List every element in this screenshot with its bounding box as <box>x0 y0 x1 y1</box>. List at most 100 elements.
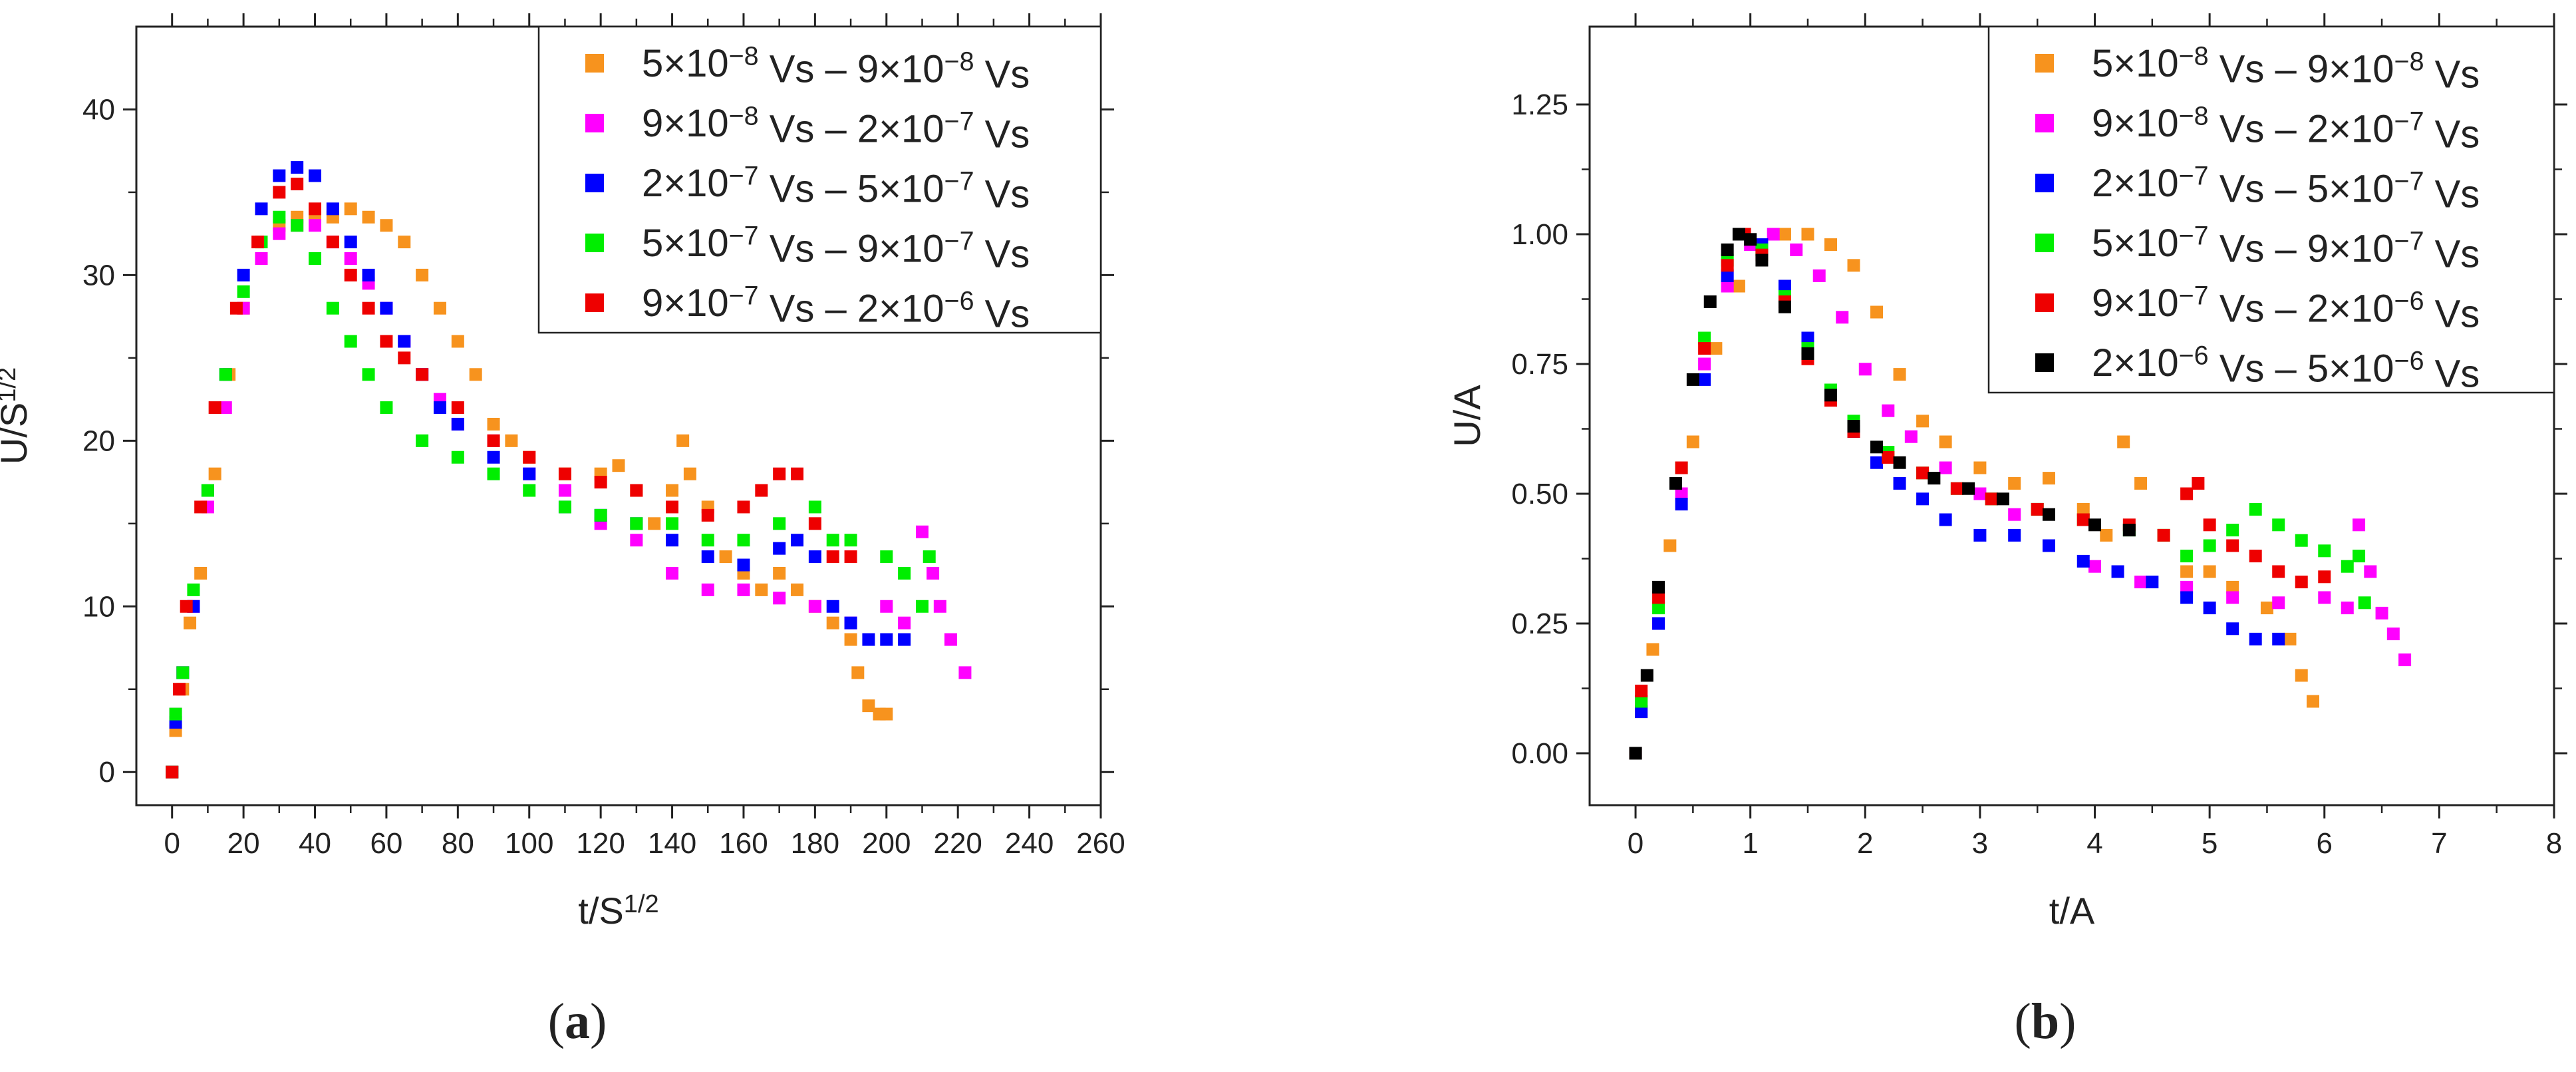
data-point <box>1973 487 1987 500</box>
data-point <box>1732 228 1745 241</box>
y-tick-label: 30 <box>82 259 115 291</box>
data-point <box>2249 502 2262 516</box>
data-point <box>1973 461 1987 474</box>
data-point <box>2157 528 2170 542</box>
data-point <box>1916 492 1930 506</box>
data-point <box>880 600 893 613</box>
data-point <box>1629 747 1642 760</box>
data-point <box>666 534 679 547</box>
data-point <box>2375 606 2388 620</box>
data-point <box>2008 508 2021 521</box>
data-point <box>326 236 339 249</box>
data-point <box>2272 565 2285 578</box>
data-point <box>2249 550 2262 563</box>
data-point <box>844 616 857 629</box>
data-point <box>1721 259 1734 272</box>
data-point <box>1893 368 1906 381</box>
data-point <box>291 219 304 232</box>
data-point <box>683 467 696 480</box>
data-point <box>1652 602 1665 615</box>
x-tick-label: 1 <box>1742 827 1758 860</box>
data-point <box>505 434 518 447</box>
data-point <box>1824 238 1837 252</box>
data-point <box>194 566 208 580</box>
data-point <box>1635 684 1648 697</box>
data-point <box>1686 373 1699 386</box>
legend: 5×10−8 Vs – 9×10−8 Vs9×10−8 Vs – 2×10−7 … <box>537 25 1102 336</box>
data-point <box>433 301 446 315</box>
data-point <box>1916 466 1930 480</box>
data-point <box>362 268 375 281</box>
data-point <box>844 550 857 564</box>
data-point <box>666 484 679 497</box>
data-point <box>523 484 536 497</box>
data-point <box>1675 461 1688 474</box>
data-point <box>2398 653 2412 667</box>
data-point <box>398 236 411 249</box>
data-point <box>2364 565 2377 578</box>
legend-entry: 9×10−8 Vs – 2×10−7 Vs <box>2092 101 2480 156</box>
data-point <box>237 285 250 298</box>
data-point <box>1732 279 1745 293</box>
data-point <box>719 550 732 564</box>
data-point <box>2192 476 2205 490</box>
data-point <box>826 550 839 564</box>
data-point <box>2180 565 2194 578</box>
data-point <box>958 666 972 679</box>
data-point <box>2203 565 2216 578</box>
x-tick-label: 3 <box>1972 827 1988 860</box>
legend-box <box>537 25 1102 334</box>
data-point <box>1778 279 1791 293</box>
data-point <box>594 476 607 489</box>
data-point <box>398 351 411 365</box>
data-point <box>2042 508 2055 521</box>
data-point <box>851 666 865 679</box>
data-point <box>1635 695 1648 708</box>
data-point <box>208 467 221 480</box>
data-point <box>1824 389 1837 402</box>
series-0 <box>1629 228 2319 760</box>
legend-entry: 2×10−6 Vs – 5×10−6 Vs <box>2092 341 2480 395</box>
data-point <box>2318 544 2331 558</box>
data-point <box>344 252 357 266</box>
data-point <box>326 301 339 315</box>
data-point <box>701 508 714 522</box>
data-point <box>1698 373 1711 386</box>
data-point <box>194 500 208 514</box>
data-point <box>1721 269 1734 282</box>
data-point <box>844 534 857 547</box>
data-point <box>826 616 839 629</box>
data-point <box>451 335 464 348</box>
legend-marker <box>585 54 604 73</box>
data-point <box>184 616 197 629</box>
data-point <box>187 583 200 596</box>
data-point <box>1870 305 1884 319</box>
data-point <box>2226 591 2239 604</box>
x-tick-label: 20 <box>227 827 260 860</box>
panel-letter: b <box>2031 993 2059 1049</box>
data-point <box>487 450 500 464</box>
data-point <box>2318 570 2331 584</box>
data-point <box>630 534 643 547</box>
data-point <box>558 484 571 497</box>
data-point <box>2283 632 2297 645</box>
data-point <box>2226 580 2239 594</box>
data-point <box>862 633 875 646</box>
data-point <box>2122 524 2136 537</box>
data-point <box>2260 602 2273 615</box>
legend: 5×10−8 Vs – 9×10−8 Vs9×10−8 Vs – 2×10−7 … <box>1987 25 2555 396</box>
data-point <box>791 534 804 547</box>
data-point <box>219 368 232 381</box>
data-point <box>380 301 393 315</box>
data-point <box>1870 441 1884 454</box>
data-point <box>1669 476 1682 490</box>
data-point <box>1882 404 1895 417</box>
data-point <box>1755 254 1769 267</box>
data-point <box>2180 550 2194 563</box>
data-point <box>523 467 536 480</box>
data-point <box>808 550 821 564</box>
data-point <box>2042 472 2055 485</box>
data-point <box>251 236 265 249</box>
data-point <box>880 550 893 564</box>
data-point <box>255 202 268 216</box>
